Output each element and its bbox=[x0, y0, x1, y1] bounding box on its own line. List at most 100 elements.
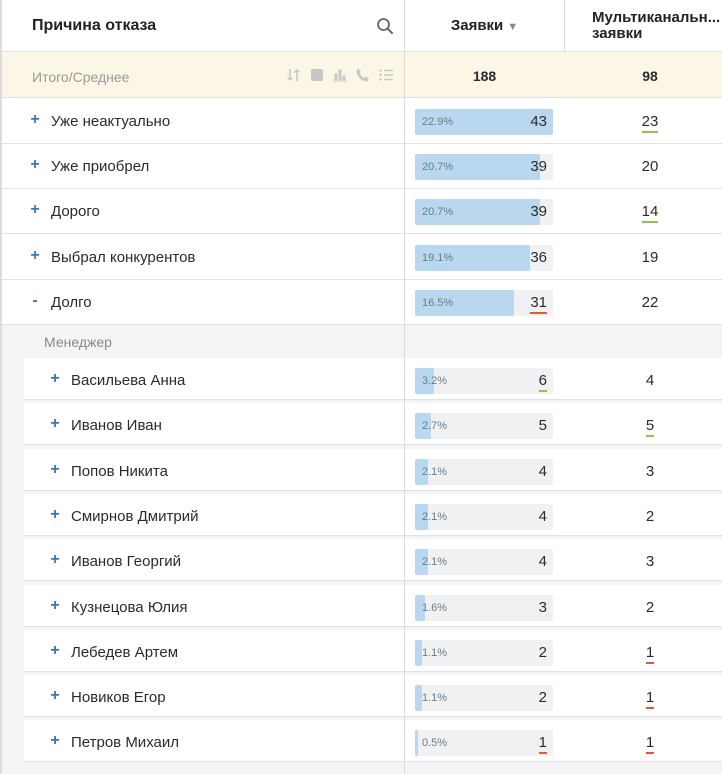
requests-value[interactable]: 39 bbox=[530, 203, 547, 221]
value-percent: 2.7% bbox=[422, 420, 448, 433]
multichannel-value[interactable]: 4 bbox=[645, 372, 655, 389]
row-toolbar bbox=[286, 67, 394, 83]
multichannel-value[interactable]: 23 bbox=[641, 113, 659, 133]
multichannel-value[interactable]: 2 bbox=[645, 507, 655, 525]
multichannel-cell: 1 bbox=[565, 689, 722, 710]
requests-value[interactable]: 6 bbox=[538, 372, 547, 392]
requests-value[interactable]: 1 bbox=[538, 734, 547, 755]
multichannel-cell: 2 bbox=[565, 508, 722, 525]
multichannel-cell: 3 bbox=[565, 553, 722, 570]
expand-icon[interactable]: + bbox=[50, 732, 60, 750]
value-percent: 20.7% bbox=[422, 206, 454, 219]
multichannel-cell: 14 bbox=[565, 203, 722, 224]
value-percent: 1.1% bbox=[422, 646, 448, 659]
requests-value[interactable]: 5 bbox=[538, 417, 547, 435]
multichannel-value[interactable]: 1 bbox=[645, 643, 655, 664]
value-percent: 1.1% bbox=[422, 692, 448, 705]
multichannel-value[interactable]: 5 bbox=[645, 417, 655, 438]
reason-row[interactable]: + Дорого 20.7% 39 14 bbox=[2, 189, 722, 235]
multichannel-value[interactable]: 19 bbox=[641, 248, 659, 266]
sort-icon[interactable] bbox=[286, 67, 302, 83]
column-title-reason[interactable]: Причина отказа bbox=[32, 17, 157, 34]
multichannel-value[interactable]: 3 bbox=[645, 462, 655, 480]
manager-row[interactable]: + Васильева Анна 3.2% 6 4 bbox=[24, 358, 722, 400]
value-percent: 3.2% bbox=[422, 375, 448, 387]
list-icon[interactable] bbox=[378, 67, 394, 83]
expand-icon[interactable]: + bbox=[30, 111, 40, 128]
manager-row[interactable]: + Новиков Егор 1.1% 2 1 bbox=[24, 675, 722, 718]
multichannel-cell: 1 bbox=[565, 734, 722, 755]
requests-value[interactable]: 4 bbox=[538, 462, 547, 480]
multichannel-cell: 3 bbox=[565, 463, 722, 480]
value-bar: 2.1% 4 bbox=[415, 458, 553, 485]
manager-row[interactable]: + Попов Никита 2.1% 4 3 bbox=[24, 448, 722, 491]
phone-icon[interactable] bbox=[355, 67, 371, 83]
multichannel-value[interactable]: 3 bbox=[645, 553, 655, 571]
table-header: Причина отказа Заявки ▼ Мультиканальн... … bbox=[2, 0, 722, 52]
expand-icon[interactable]: + bbox=[50, 370, 60, 387]
value-bar-fill bbox=[415, 503, 428, 530]
search-icon[interactable] bbox=[376, 17, 394, 35]
value-percent: 22.9% bbox=[422, 116, 454, 128]
reason-row[interactable]: + Уже неактуально 22.9% 43 23 bbox=[2, 99, 722, 144]
value-percent: 2.1% bbox=[422, 465, 448, 478]
row-label: Новиков Егор bbox=[71, 689, 166, 707]
value-bar: 0.5% 1 bbox=[415, 730, 553, 757]
reason-row[interactable]: + Выбрал конкурентов 19.1% 36 19 bbox=[2, 234, 722, 280]
manager-row[interactable]: + Петров Михаил 0.5% 1 1 bbox=[24, 720, 722, 763]
expand-icon[interactable]: + bbox=[30, 156, 40, 174]
requests-value[interactable]: 39 bbox=[530, 158, 547, 176]
multichannel-value[interactable]: 20 bbox=[641, 158, 659, 176]
value-percent: 1.6% bbox=[422, 601, 448, 614]
value-bar-fill bbox=[415, 458, 428, 485]
expand-icon[interactable]: + bbox=[50, 687, 60, 705]
requests-value[interactable]: 3 bbox=[538, 598, 547, 616]
value-bar: 20.7% 39 bbox=[415, 154, 553, 181]
expand-icon[interactable]: + bbox=[30, 201, 40, 219]
manager-row[interactable]: + Иванов Иван 2.7% 5 5 bbox=[24, 403, 722, 446]
multichannel-value[interactable]: 1 bbox=[645, 734, 655, 755]
expand-icon[interactable]: + bbox=[50, 460, 60, 478]
reason-row[interactable]: + Уже приобрел 20.7% 39 20 bbox=[2, 144, 722, 190]
value-percent: 0.5% bbox=[422, 737, 448, 750]
requests-value[interactable]: 4 bbox=[538, 507, 547, 525]
multichannel-value[interactable]: 22 bbox=[641, 293, 659, 311]
requests-value[interactable]: 31 bbox=[530, 294, 547, 314]
multichannel-value[interactable]: 2 bbox=[645, 598, 655, 616]
row-label: Кузнецова Юлия bbox=[71, 598, 188, 616]
requests-value[interactable]: 4 bbox=[538, 553, 547, 571]
value-bar-fill bbox=[415, 368, 435, 394]
value-bar: 1.1% 2 bbox=[415, 685, 553, 712]
expand-icon[interactable]: + bbox=[50, 415, 60, 433]
requests-value[interactable]: 2 bbox=[538, 643, 547, 661]
sort-desc-icon[interactable]: ▼ bbox=[507, 21, 519, 33]
multichannel-value[interactable]: 14 bbox=[641, 203, 659, 224]
square-icon[interactable] bbox=[309, 67, 325, 83]
multichannel-value[interactable]: 1 bbox=[645, 689, 655, 710]
collapse-icon[interactable]: - bbox=[32, 291, 38, 309]
expand-icon[interactable]: + bbox=[50, 596, 60, 614]
chart-icon[interactable] bbox=[332, 67, 348, 83]
multichannel-cell: 22 bbox=[565, 294, 722, 311]
column-header-multichannel-line2: заявки bbox=[592, 25, 643, 42]
reason-row[interactable]: - Долго 16.5% 31 22 bbox=[2, 279, 722, 325]
column-header-multichannel[interactable]: Мультиканальн... заявки bbox=[592, 10, 720, 42]
expand-icon[interactable]: + bbox=[30, 246, 40, 264]
column-header-requests[interactable]: Заявки ▼ bbox=[405, 17, 564, 34]
expand-icon[interactable]: + bbox=[50, 641, 60, 659]
value-bar-fill bbox=[415, 730, 418, 757]
manager-row[interactable]: + Кузнецова Юлия 1.6% 3 2 bbox=[24, 584, 722, 627]
manager-row[interactable]: + Лебедев Артем 1.1% 2 1 bbox=[24, 629, 722, 672]
requests-value[interactable]: 36 bbox=[530, 248, 547, 266]
multichannel-cell: 1 bbox=[565, 643, 722, 664]
manager-row[interactable]: + Смирнов Дмитрий 2.1% 4 2 bbox=[24, 493, 722, 536]
value-bar: 2.1% 4 bbox=[415, 549, 553, 576]
expand-icon[interactable]: + bbox=[50, 505, 60, 523]
manager-row[interactable]: + Иванов Георгий 2.1% 4 3 bbox=[24, 539, 722, 582]
requests-value[interactable]: 2 bbox=[538, 689, 547, 707]
group-header-manager: Менеджер bbox=[2, 325, 722, 357]
row-label: Иванов Иван bbox=[71, 417, 162, 435]
requests-value[interactable]: 43 bbox=[530, 113, 547, 130]
expand-icon[interactable]: + bbox=[50, 551, 60, 569]
